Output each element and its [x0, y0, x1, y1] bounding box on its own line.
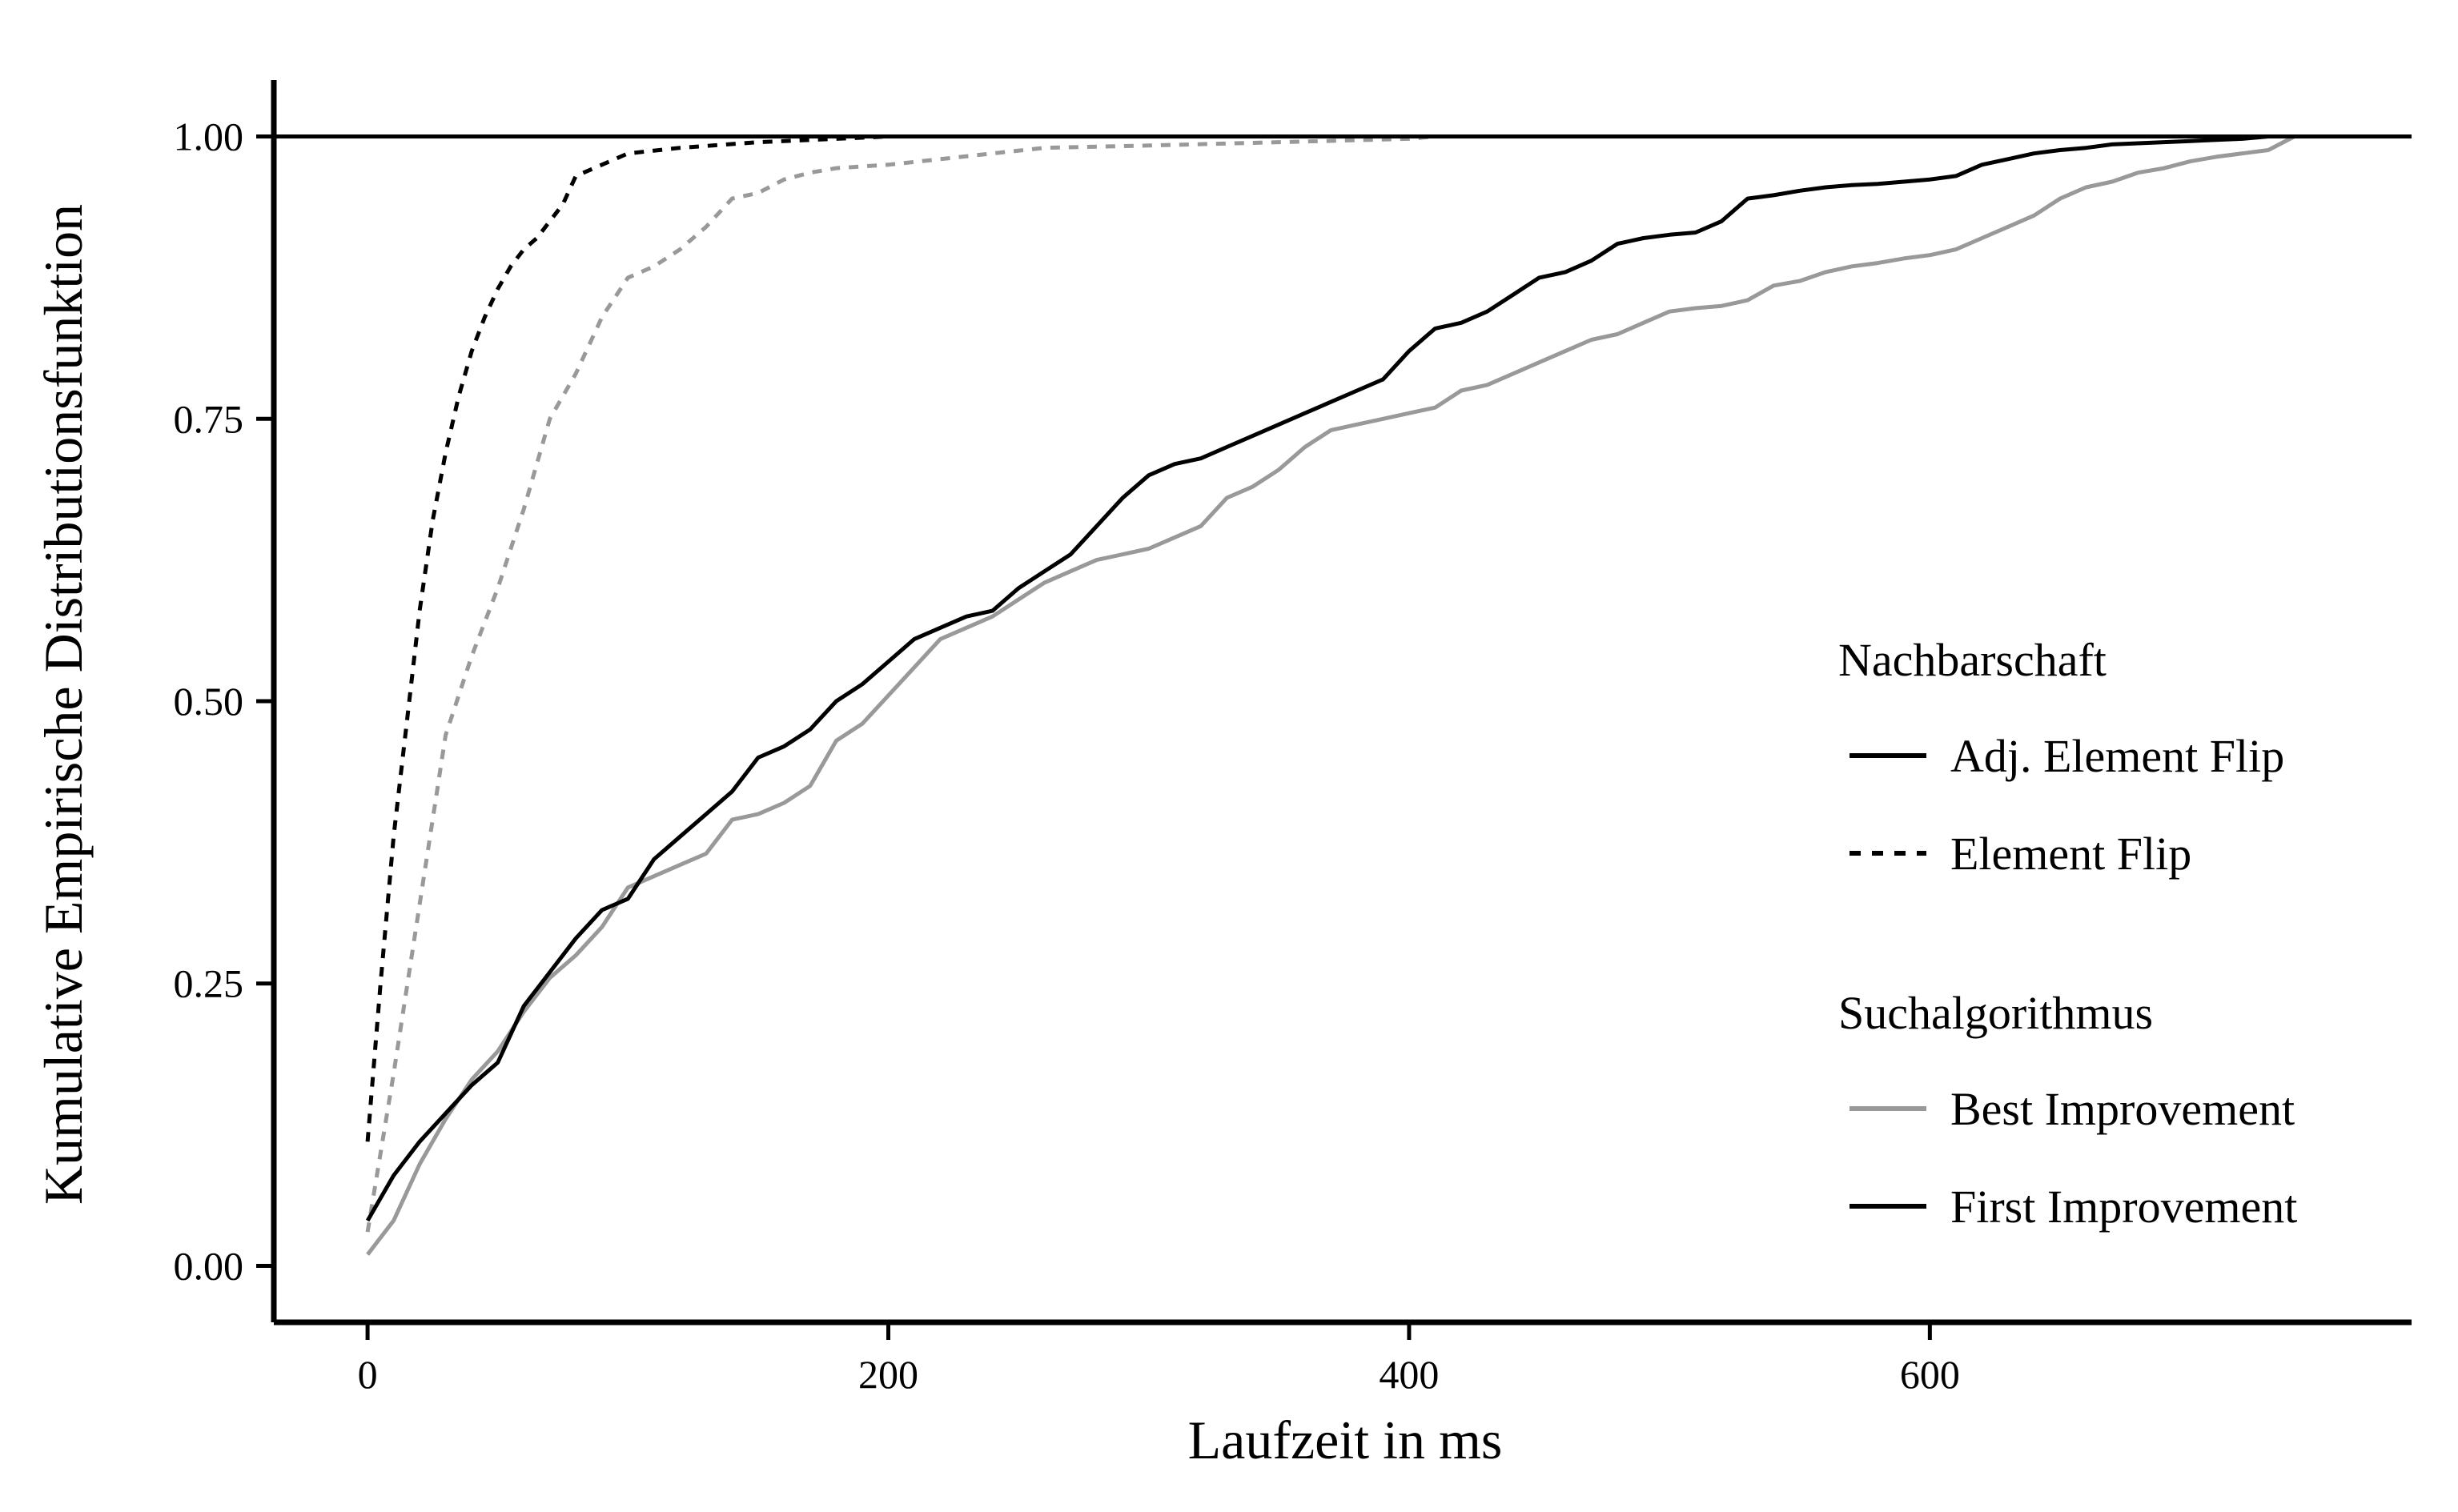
y-axis-title: Kumulative Empirische Distributionsfunkt…	[33, 204, 94, 1205]
series-line-adj-element-flipfirst-improvement	[365, 134, 2295, 1222]
legend-label: Best Improvement	[1950, 1083, 2295, 1135]
y-tick-label: 0.00	[174, 1243, 244, 1288]
x-tick-label: 600	[1900, 1352, 1960, 1397]
x-tick-label: 0	[358, 1352, 378, 1397]
y-tick-label: 0.25	[174, 961, 244, 1006]
legend-label: Adj. Element Flip	[1950, 730, 2284, 782]
y-tick-label: 0.75	[174, 396, 244, 441]
y-axis-ticks: 0.00 0.25 0.50 0.75 1.00	[174, 114, 274, 1288]
legend-title: Nachbarschaft	[1838, 634, 2107, 686]
series-layer	[365, 134, 2295, 1256]
series-line-element-flipbest-improvement	[365, 134, 1436, 1233]
series-line-element-flipfirst-improvement	[365, 134, 889, 1142]
x-tick-label: 400	[1379, 1352, 1439, 1397]
y-tick-label: 0.50	[174, 679, 244, 724]
series-line-adj-element-flipbest-improvement	[366, 134, 2295, 1256]
y-tick-label: 1.00	[174, 114, 244, 159]
x-tick-label: 200	[858, 1352, 918, 1397]
legend-label: First Improvement	[1950, 1181, 2297, 1233]
legend: Nachbarschaft Adj. Element Flip Element Fl…	[1838, 634, 2297, 1233]
legend-title: Suchalgorithmus	[1838, 987, 2153, 1039]
legend-label: Element Flip	[1950, 828, 2191, 880]
x-axis-title: Laufzeit in ms	[1188, 1410, 1503, 1470]
x-axis-ticks: 0 200 400 600	[358, 1322, 1960, 1397]
